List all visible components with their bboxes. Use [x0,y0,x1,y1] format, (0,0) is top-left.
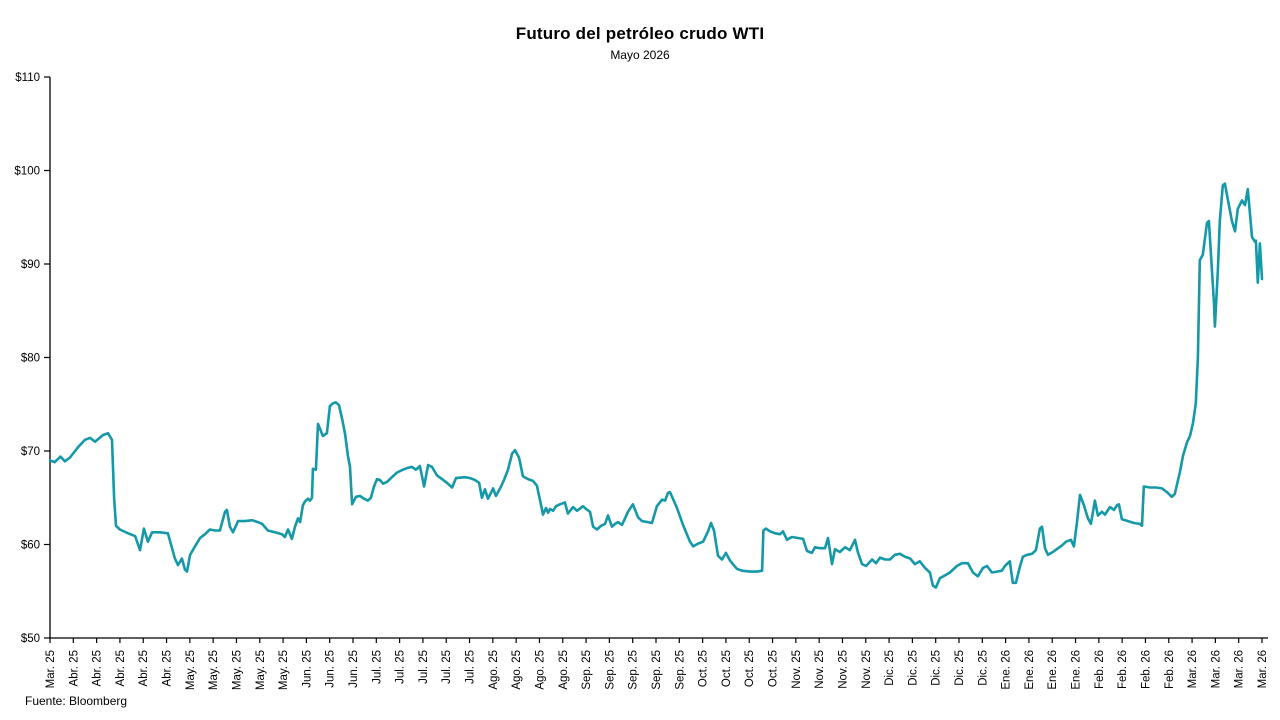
x-axis-label: Dic. 25 [954,650,966,686]
x-axis-label: Jul. 25 [395,650,407,684]
x-axis-label: Abr. 25 [92,650,104,686]
x-axis-label: Ago. 25 [511,650,523,690]
x-axis-label: Feb. 26 [1117,650,1129,689]
x-axis-label: Dic. 25 [931,650,943,686]
x-axis-label: May. 25 [231,650,243,690]
x-axis-label: Abr. 25 [115,650,127,686]
x-axis-label: Ene. 26 [1024,650,1036,690]
x-axis-label: Oct. 25 [744,650,756,687]
x-axis-label: Jul. 25 [441,650,453,684]
x-axis-label: Dic. 25 [977,650,989,686]
x-axis-label: Sep. 25 [604,650,616,690]
y-axis-label: $90 [21,259,40,271]
x-axis-label: Mar. 25 [45,650,57,688]
x-axis-label: Mar. 26 [1187,650,1199,688]
x-axis-label: Ene. 26 [1071,650,1083,690]
x-axis-label: Feb. 26 [1164,650,1176,689]
x-axis-label: Jun. 25 [301,650,313,688]
x-axis-label: Jun. 25 [325,650,337,688]
x-axis-label: Mar. 26 [1257,650,1269,688]
x-axis-label: Sep. 25 [651,650,663,690]
x-axis-label: May. 25 [255,650,267,690]
x-axis-label: Ago. 25 [558,650,570,690]
x-axis-label: Ene. 26 [1001,650,1013,690]
x-axis-label: May. 25 [278,650,290,690]
x-axis-label: Oct. 25 [768,650,780,687]
x-axis-label: May. 25 [208,650,220,690]
x-axis-label: Ago. 25 [488,650,500,690]
y-axis-label: $110 [15,72,40,84]
x-axis-label: Sep. 25 [581,650,593,690]
price-line [48,182,1264,589]
x-axis-label: Ene. 26 [1047,650,1059,690]
x-axis-label: Feb. 26 [1094,650,1106,689]
x-axis-label: May. 25 [185,650,197,690]
chart-subtitle: Mayo 2026 [610,48,670,62]
x-axis-label: Abr. 25 [162,650,174,686]
x-axis-label: Sep. 25 [628,650,640,690]
x-axis-label: Mar. 26 [1210,650,1222,688]
x-axis-label: Nov. 25 [791,650,803,689]
y-axis-label: $80 [21,353,40,365]
x-axis-label: Dic. 25 [884,650,896,686]
x-axis-label: Nov. 25 [861,650,873,689]
x-axis-label: Nov. 25 [814,650,826,689]
x-axis-label: Oct. 25 [721,650,733,687]
x-axis-label: Sep. 25 [674,650,686,690]
x-axis-label: Feb. 26 [1140,650,1152,689]
y-axis-label: $60 [21,540,40,552]
x-axis-label: Dic. 25 [907,650,919,686]
x-axis-label: Mar. 26 [1234,650,1246,688]
x-axis-label: Oct. 25 [698,650,710,687]
x-axis-label: Abr. 25 [138,650,150,686]
y-axis-label: $50 [21,633,40,645]
x-axis-label: Jul. 25 [418,650,430,684]
x-axis-label: Jul. 25 [465,650,477,684]
x-axis-label: Nov. 25 [837,650,849,689]
chart-title: Futuro del petróleo crudo WTI [515,24,765,43]
x-axis-label: Jul. 25 [371,650,383,684]
x-axis-label: Jun. 25 [348,650,360,688]
source-attribution: Fuente: Bloomberg [25,694,128,708]
x-axis-label: Ago. 25 [534,650,546,690]
y-axis-label: $70 [21,446,40,458]
y-axis-label: $100 [14,166,40,178]
x-axis-label: Abr. 25 [68,650,80,686]
